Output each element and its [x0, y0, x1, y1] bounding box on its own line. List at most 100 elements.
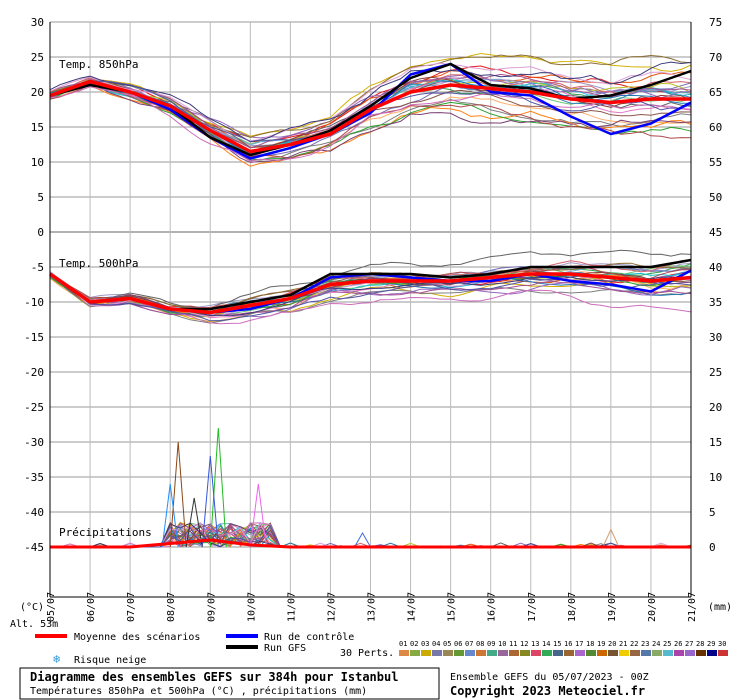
left-tick-label: 15 [31, 121, 44, 134]
left-tick-label: -15 [24, 331, 44, 344]
left-tick-label: -25 [24, 401, 44, 414]
left-tick-label: -30 [24, 436, 44, 449]
pert-number: 30 [718, 640, 726, 648]
left-tick-label: -35 [24, 471, 44, 484]
right-tick-label: 5 [709, 506, 716, 519]
t850-member [49, 86, 692, 162]
legend-control-label: Run de contrôle [264, 631, 354, 643]
pert-number: 24 [652, 640, 660, 648]
left-tick-label: 30 [31, 16, 44, 29]
perturbation-legend: 01 02 03 04 05 06 07 08 09 10 11 12 13 14 15 16 17 18 19 20… [399, 640, 728, 656]
footer-subtitle: Températures 850hPa et 500hPa (°C) , pré… [30, 685, 367, 697]
date-tick-label: 08/07 [166, 592, 177, 622]
precip-peak [201, 455, 219, 548]
pert-swatch [641, 650, 651, 656]
pert-swatch [520, 650, 530, 656]
date-tick-label: 09/07 [206, 592, 217, 622]
pert-swatch [597, 650, 607, 656]
left-tick-label: -20 [24, 366, 44, 379]
pert-number: 28 [696, 640, 704, 648]
left-tick-label: -5 [31, 261, 44, 274]
precip-peak [602, 528, 620, 548]
pert-number: 06 [454, 640, 462, 648]
pert-swatch [443, 650, 453, 656]
pert-swatch [421, 650, 431, 656]
footer-box [19, 667, 440, 700]
t850-member [49, 62, 692, 142]
pert-number: 11 [509, 640, 517, 648]
pert-swatch [542, 650, 552, 656]
pert-swatch [531, 650, 541, 656]
pert-number: 14 [542, 640, 550, 648]
t500-member [49, 262, 692, 312]
pert-number: 18 [586, 640, 594, 648]
pert-swatch [608, 650, 618, 656]
pert-number: 20 [608, 640, 616, 648]
legend-gfs-label: Run GFS [264, 643, 306, 654]
pert-swatch [685, 650, 695, 656]
pert-number: 05 [443, 640, 451, 648]
pert-swatch [652, 650, 662, 656]
right-tick-label: 45 [709, 226, 722, 239]
pert-number: 01 [399, 640, 407, 648]
precip-peak [209, 427, 227, 548]
copyright: Copyright 2023 Meteociel.fr [450, 684, 645, 698]
t850-member [49, 83, 692, 163]
pert-swatch [707, 650, 717, 656]
ensemble-info: Ensemble GEFS du 05/07/2023 - 00Z [450, 672, 649, 683]
altitude-label: Alt. 53m [10, 619, 58, 630]
pert-swatch [399, 650, 409, 656]
right-tick-label: 55 [709, 156, 722, 169]
pert-number: 09 [487, 640, 495, 648]
pert-number: 07 [465, 640, 473, 648]
right-tick-label: 15 [709, 436, 722, 449]
pert-number: 15 [553, 640, 561, 648]
precip-peak [169, 441, 187, 548]
pert-swatch [696, 650, 706, 656]
pert-swatch [432, 650, 442, 656]
pert-swatch [619, 650, 629, 656]
date-tick-label: 10/07 [246, 592, 257, 622]
right-tick-label: 50 [709, 191, 722, 204]
pert-swatch [718, 650, 728, 656]
pert-swatch [553, 650, 563, 656]
right-tick-label: 75 [709, 16, 722, 29]
snowflake-icon: ❄ [53, 652, 60, 666]
pert-number: 19 [597, 640, 605, 648]
pert-number: 25 [663, 640, 671, 648]
right-tick-label: 40 [709, 261, 722, 274]
date-tick-label: 11/07 [286, 592, 297, 622]
pert-swatch [465, 650, 475, 656]
pert-number: 08 [476, 640, 484, 648]
right-tick-label: 35 [709, 296, 722, 309]
date-tick-label: 14/07 [407, 592, 418, 622]
pert-swatch [564, 650, 574, 656]
right-tick-label: 25 [709, 366, 722, 379]
pert-number: 22 [630, 640, 638, 648]
left-tick-label: -10 [24, 296, 44, 309]
pert-number: 21 [619, 640, 627, 648]
date-tick-label: 19/07 [607, 592, 618, 622]
pert-swatch [575, 650, 585, 656]
right-unit-label: (mm) [708, 602, 732, 613]
date-tick-label: 21/07 [687, 592, 698, 622]
t500-member [49, 274, 692, 316]
left-tick-label: 5 [37, 191, 44, 204]
left-tick-label: 0 [37, 226, 44, 239]
main-series [48, 62, 692, 549]
pert-swatch [586, 650, 596, 656]
pert-swatch [509, 650, 519, 656]
date-tick-label: 16/07 [487, 592, 498, 622]
right-tick-label: 20 [709, 401, 722, 414]
precip-label: Précipitations [59, 526, 152, 539]
date-tick-label: 18/07 [567, 592, 578, 622]
date-tick-label: 05/07 [46, 592, 57, 622]
pert-number: 03 [421, 640, 429, 648]
legend-snow-label: Risque neige [74, 655, 146, 666]
precip-mean-line [50, 538, 691, 549]
pert-number: 13 [531, 640, 539, 648]
precip-peak [185, 497, 203, 548]
pert-number: 29 [707, 640, 715, 648]
pert-number: 12 [520, 640, 528, 648]
pert-swatch [674, 650, 684, 656]
